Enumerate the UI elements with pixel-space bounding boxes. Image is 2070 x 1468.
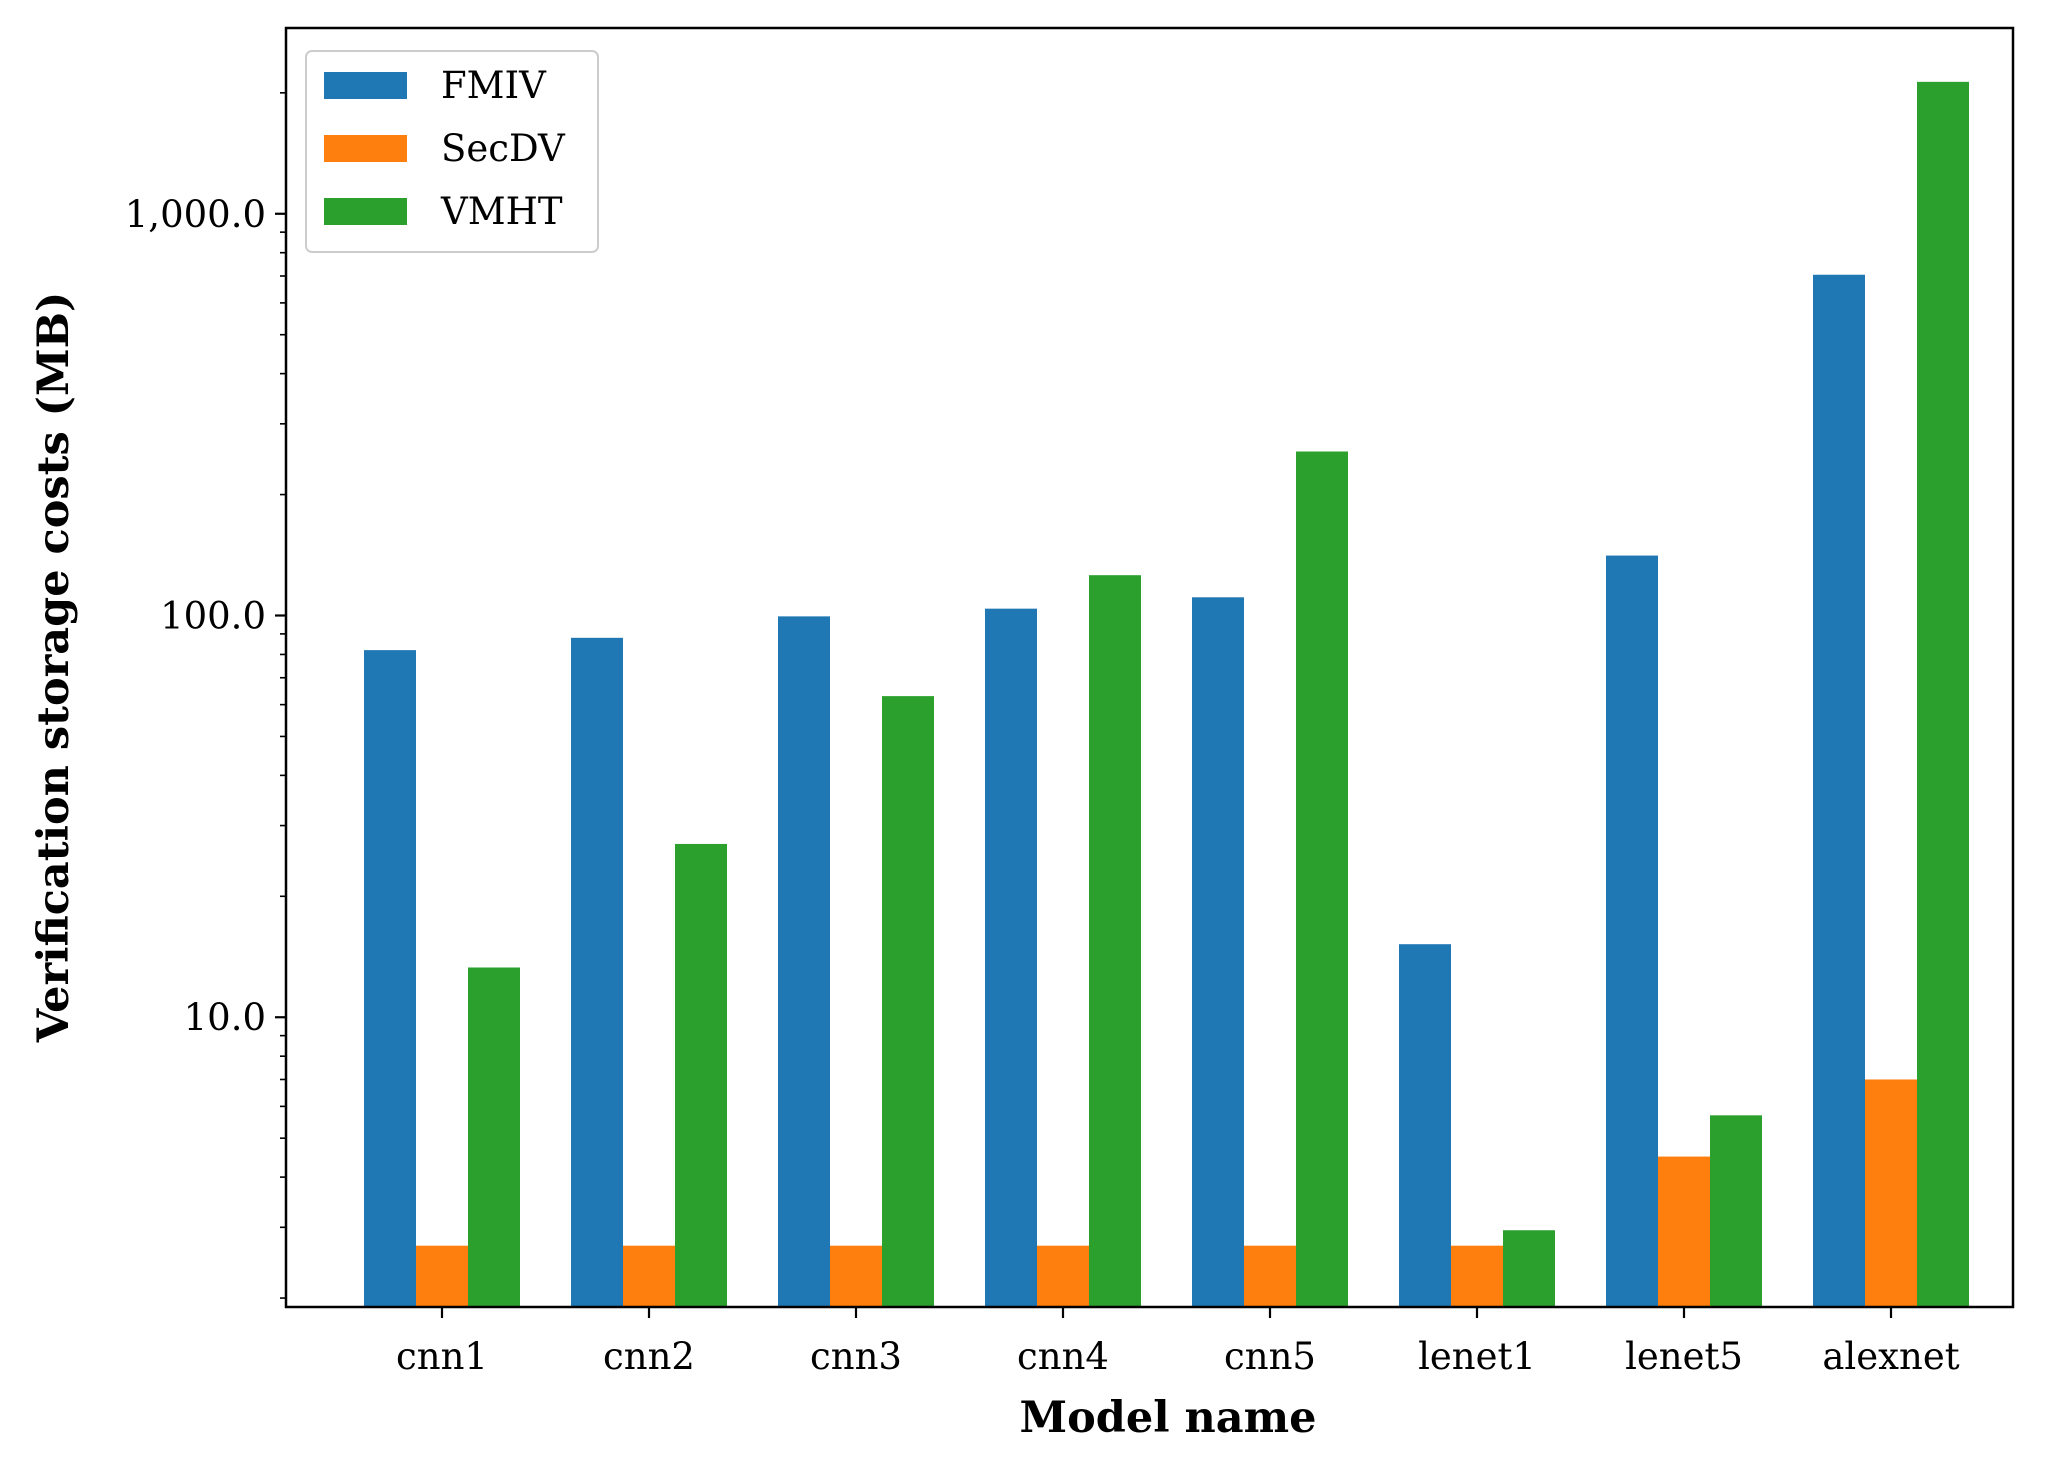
y-axis-ticks: 10.0 100.0 1,000.0 <box>125 92 286 1299</box>
bar-secdv-cnn3 <box>830 1245 882 1307</box>
bar-vmht-cnn1 <box>468 967 520 1307</box>
bar-secdv-cnn2 <box>623 1245 675 1307</box>
x-tick-label-lenet5: lenet5 <box>1625 1335 1743 1378</box>
bar-vmht-cnn2 <box>675 843 727 1307</box>
legend-label-secdv: SecDV <box>441 127 566 170</box>
bar-vmht-lenet5 <box>1710 1115 1762 1307</box>
x-tick-label-lenet1: lenet1 <box>1418 1335 1536 1378</box>
bar-vmht-alexnet <box>1917 81 1969 1307</box>
bar-fmiv-lenet5 <box>1606 555 1658 1307</box>
x-tick-label-alexnet: alexnet <box>1822 1335 1959 1378</box>
bar-secdv-lenet1 <box>1451 1245 1503 1307</box>
bar-secdv-alexnet <box>1865 1079 1917 1307</box>
plot-frame <box>284 26 2015 1309</box>
legend: FMIV SecDV VMHT <box>305 50 599 253</box>
x-tick-label-cnn1: cnn1 <box>396 1335 488 1378</box>
y-tick-label: 1,000.0 <box>125 193 266 236</box>
bar-fmiv-lenet1 <box>1399 944 1451 1307</box>
bar-vmht-cnn3 <box>882 696 934 1307</box>
bar-vmht-cnn5 <box>1296 451 1348 1307</box>
bar-fmiv-alexnet <box>1813 274 1865 1307</box>
y-tick-label: 10.0 <box>184 996 266 1039</box>
legend-swatch-fmiv <box>324 72 407 99</box>
legend-swatch-secdv <box>324 135 407 162</box>
bar-secdv-cnn4 <box>1037 1245 1089 1307</box>
bar-secdv-lenet5 <box>1658 1156 1710 1307</box>
bar-fmiv-cnn3 <box>778 616 830 1307</box>
x-tick-label-cnn5: cnn5 <box>1224 1335 1316 1378</box>
bars-layer <box>364 81 1969 1307</box>
legend-swatch-vmht <box>324 198 407 225</box>
bar-vmht-cnn4 <box>1089 575 1141 1307</box>
y-tick-label: 100.0 <box>160 595 266 638</box>
bar-fmiv-cnn4 <box>985 608 1037 1307</box>
bar-fmiv-cnn2 <box>571 637 623 1307</box>
bar-vmht-lenet1 <box>1503 1230 1555 1307</box>
bar-fmiv-cnn5 <box>1192 597 1244 1307</box>
legend-label-fmiv: FMIV <box>441 64 547 107</box>
bar-fmiv-cnn1 <box>364 650 416 1307</box>
x-tick-label-cnn4: cnn4 <box>1017 1335 1109 1378</box>
y-axis-title: Verification storage costs (MB) <box>29 292 79 1044</box>
x-tick-label-cnn3: cnn3 <box>810 1335 902 1378</box>
x-axis-title: Model name <box>1020 1393 1317 1443</box>
x-axis-ticks: cnn1 cnn2 cnn3 cnn4 cnn5 lenet1 lenet5 alexnet <box>396 1307 1960 1378</box>
bar-secdv-cnn1 <box>416 1245 468 1307</box>
legend-label-vmht: VMHT <box>440 190 563 233</box>
x-tick-label-cnn2: cnn2 <box>603 1335 695 1378</box>
bar-secdv-cnn5 <box>1244 1245 1296 1307</box>
